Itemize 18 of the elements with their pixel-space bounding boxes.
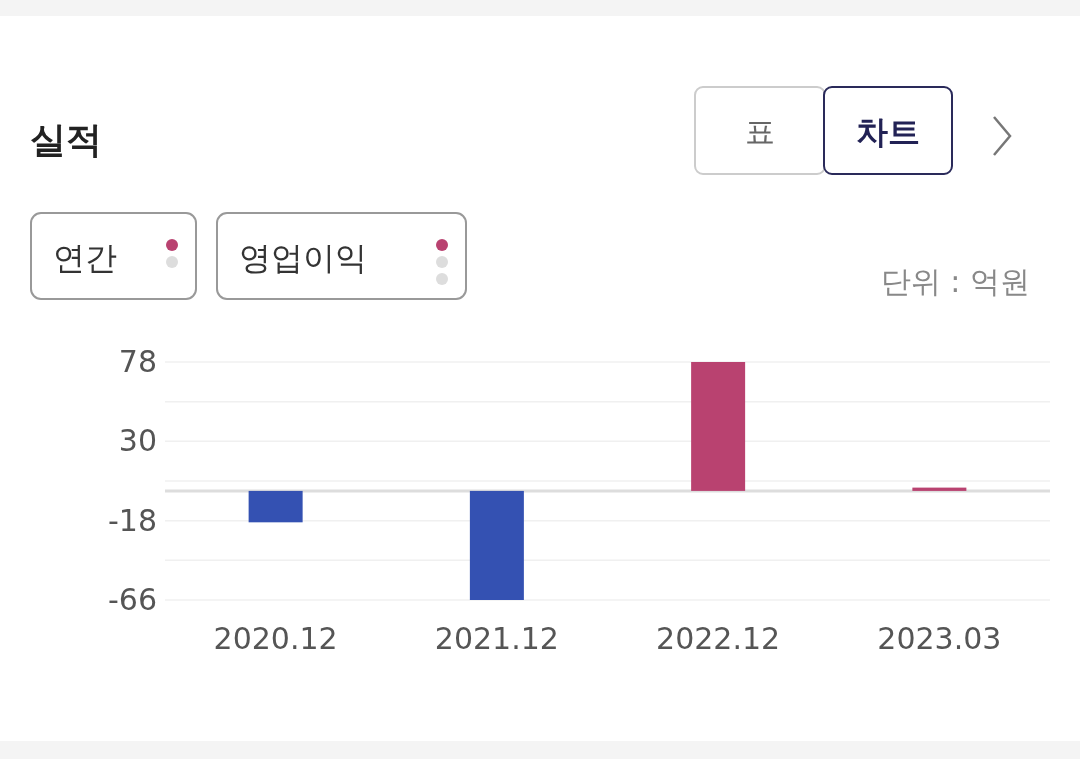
y-tick-label: -66 <box>108 582 157 618</box>
y-tick-label: 78 <box>118 344 157 380</box>
text: 영업이익 <box>239 239 367 277</box>
x-tick-label: 2022.12 <box>656 621 781 656</box>
bar <box>691 362 746 491</box>
bar <box>248 490 303 523</box>
text: 단위 : 억원 <box>880 264 1030 299</box>
y-tick-label: -18 <box>108 502 157 538</box>
chart-title: 실적 <box>30 119 102 160</box>
bar <box>912 487 967 491</box>
text: 차트 <box>856 113 920 151</box>
y-tick-label: 30 <box>118 423 157 459</box>
bar <box>469 490 524 600</box>
text: 표 <box>745 114 775 149</box>
x-tick-label: 2021.12 <box>434 621 559 656</box>
x-tick-label: 2020.12 <box>213 621 338 656</box>
text: 연간 <box>53 239 117 277</box>
x-tick-label: 2023.03 <box>877 621 1002 656</box>
